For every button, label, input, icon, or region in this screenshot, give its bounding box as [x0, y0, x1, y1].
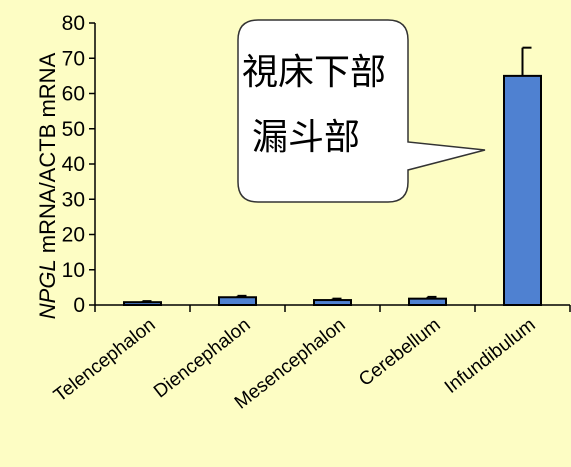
callout-bubble — [237, 19, 486, 203]
y-axis-title-rest: mRNA/ACTB mRNA — [35, 52, 60, 259]
y-tick-label: 50 — [62, 118, 85, 141]
y-axis-title-italic: NPGL — [35, 259, 60, 319]
y-tick-label: 10 — [62, 259, 85, 282]
bar-diencephalon — [218, 296, 257, 306]
y-tick-label: 60 — [62, 83, 85, 106]
y-tick-label: 30 — [62, 188, 85, 211]
callout: 視床下部 漏斗部 — [237, 19, 486, 203]
y-axis: 0 10 20 30 40 50 60 70 80 — [62, 12, 96, 317]
y-tick-label: 0 — [73, 294, 85, 317]
y-tick-label: 70 — [62, 47, 85, 70]
bar-mesencephalon — [313, 299, 352, 307]
bars — [123, 46, 542, 307]
bar-infundibulum — [503, 74, 542, 306]
callout-line-2: 漏斗部 — [252, 117, 360, 158]
y-tick-label: 40 — [62, 153, 85, 176]
y-tick-label: 20 — [62, 224, 85, 247]
bar-cerebellum — [408, 297, 447, 306]
y-tick-label: 80 — [62, 12, 85, 35]
y-axis-title: NPGL mRNA/ACTB mRNA — [35, 52, 60, 319]
callout-line-1: 視床下部 — [242, 52, 386, 93]
bar-telencephalon — [123, 301, 162, 306]
